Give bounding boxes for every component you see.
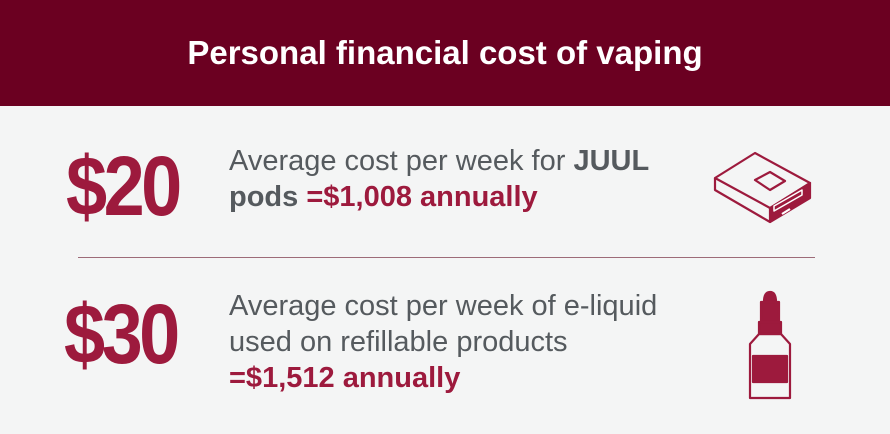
line: Average cost per week for JUUL [229,143,649,179]
line: =$1,512 annually [229,360,657,396]
pod-icon [713,151,812,224]
divider [78,257,815,258]
description: Average cost per week for JUUL pods =$1,… [229,143,649,215]
highlight: JUUL [573,145,650,177]
line: pods =$1,008 annually [229,179,649,215]
text: Average cost per week of e-liquid [229,290,658,322]
amount: $20 [66,139,182,233]
annual-cost: =$1,008 annually [306,181,538,213]
bottle-icon [748,290,792,400]
line: used on refillable products [229,324,657,360]
line: Average cost per week of e-liquid [229,288,657,324]
text: used on refillable products [229,326,568,358]
highlight: pods [229,181,299,213]
text: Average cost per week for [229,145,566,177]
title: Personal financial cost of vaping [0,0,890,106]
annual-cost: =$1,512 annually [229,362,461,394]
description: Average cost per week of e-liquid used o… [229,288,657,396]
amount: $30 [64,287,180,381]
